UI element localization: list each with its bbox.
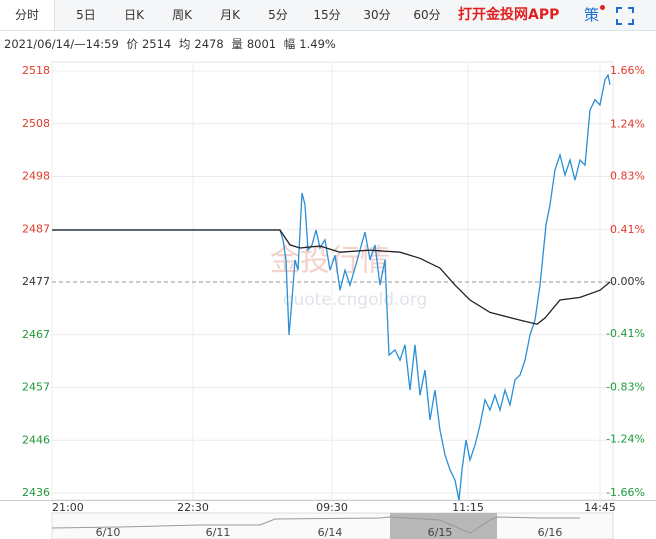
series-line [52,73,611,501]
info-value: 8001 [246,37,277,51]
watermark: quote.cngold.org [283,290,428,310]
x-tick-label: 09:30 [316,501,348,514]
period-tab[interactable]: 分时 [0,0,55,30]
y-tick-label: 2477 [22,275,50,288]
y-tick-label: 2457 [22,381,50,394]
y2-tick-label: 0.83% [610,170,645,183]
y2-tick-label: 0.41% [610,223,645,236]
plot-frame [51,61,614,501]
navigator[interactable] [51,512,614,539]
y-tick-label: 2436 [22,486,50,499]
navigator-label: 6/11 [206,526,231,539]
info-line: 2021/06/14/—14:59 价 2514 均 2478 量 8001 幅 1.4… [4,36,340,52]
y2-tick-label: 1.24% [610,117,645,130]
period-tab[interactable]: 日K [124,8,144,22]
navigator-window[interactable] [390,513,497,539]
info-label: 量 [231,37,243,51]
info-value: 1.49% [299,37,336,51]
navigator-label: 6/16 [538,526,563,539]
period-tab[interactable]: 15分 [313,8,341,22]
y-tick-label: 2498 [22,170,50,183]
info-label: 价 [126,37,138,51]
period-tab[interactable]: 5日 [76,8,96,22]
toolbar: 分时 5日 日K 周K 月K 5分 15分 30分 60分 [0,0,656,31]
navigator-line [51,516,580,534]
navigator-label: 6/10 [96,526,121,539]
navigator-label: 6/15 [428,526,453,539]
info-label: 幅 [283,37,296,51]
y2-tick-label: -0.83% [606,381,645,394]
watermark: 金投行情 [270,244,390,279]
strategy-button[interactable]: 策 [584,6,600,24]
period-tab[interactable]: 60分 [413,8,441,22]
period-tab[interactable]: 周K [172,8,192,22]
info-value: 2478 [194,37,224,51]
x-tick-label: 11:15 [452,501,484,514]
y-tick-label: 2487 [22,222,50,235]
y2-tick-label: 0.00% [610,275,645,288]
info-label: 均 [178,37,191,51]
info-value: 2514 [141,37,172,51]
y2-tick-label: 1.66% [610,64,645,77]
y-tick-label: 2518 [22,64,50,77]
navigator-label: 6/14 [318,526,343,539]
y2-tick-label: -1.66% [606,486,645,499]
y2-tick-label: -1.24% [606,433,645,446]
x-tick-label: 21:00 [52,501,84,514]
x-tick-label: 14:45 [584,501,616,514]
info-time: 2021/06/14/—14:59 [4,37,119,51]
period-tab[interactable]: 月K [220,8,240,22]
y2-tick-label: -0.41% [606,327,645,340]
period-tab[interactable]: 30分 [363,8,391,22]
y-tick-label: 2446 [22,433,50,446]
period-tab[interactable]: 5分 [268,8,288,22]
fullscreen-button[interactable] [616,7,634,25]
x-tick-label: 22:30 [177,501,209,514]
app-link[interactable]: 打开金投网APP [458,7,560,23]
y-tick-label: 2508 [22,117,50,130]
y-tick-label: 2467 [22,328,50,341]
series-line [52,229,611,325]
notify-dot [600,5,605,10]
